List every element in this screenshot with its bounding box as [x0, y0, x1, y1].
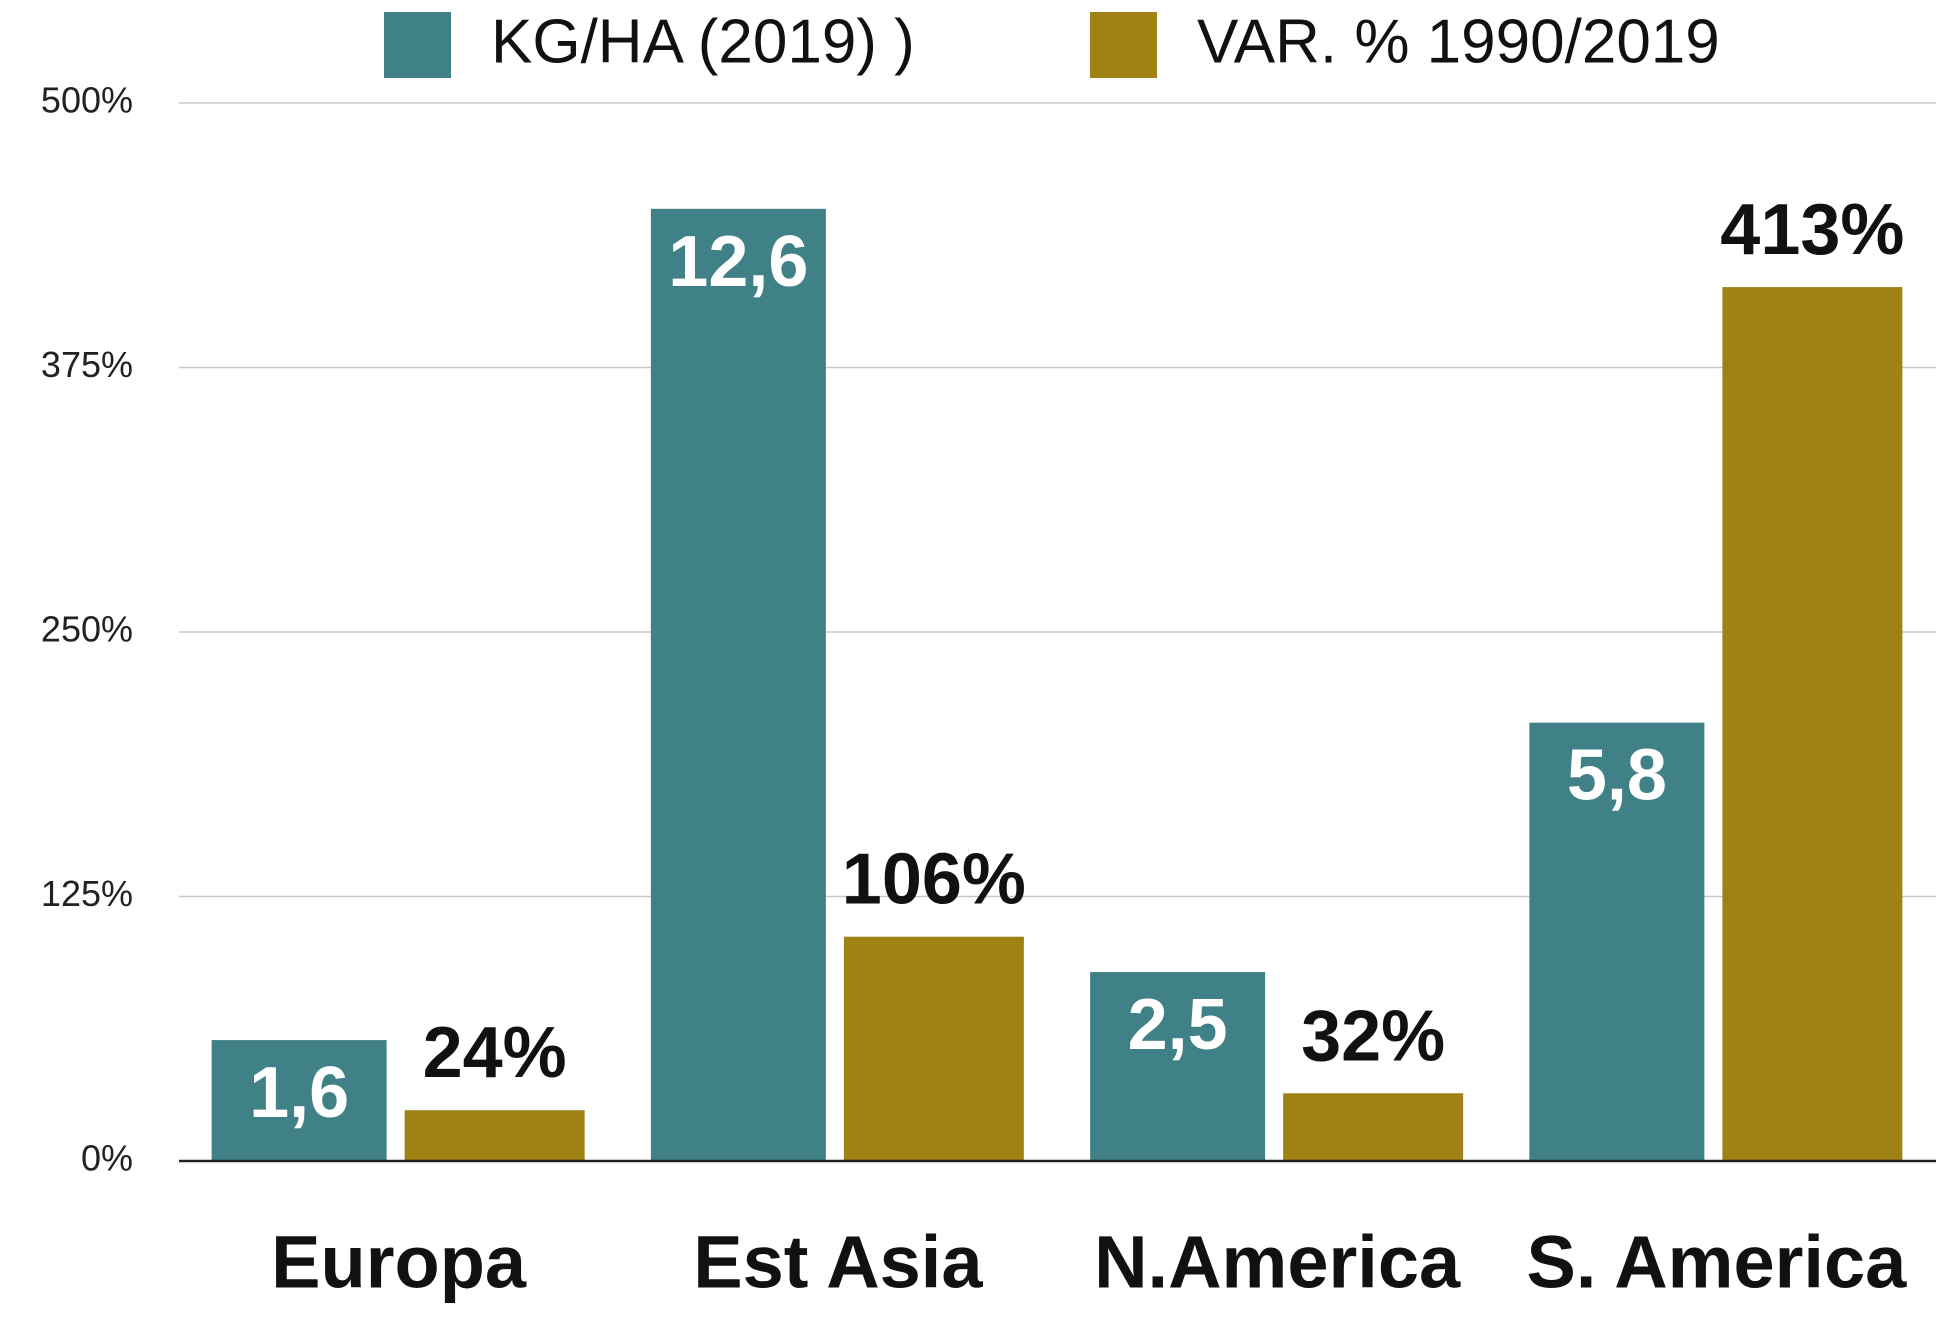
y-tick-label: 125%	[41, 873, 133, 914]
value-label: 32%	[1301, 996, 1445, 1076]
legend-swatch	[384, 12, 451, 78]
bar	[211, 1040, 387, 1161]
y-tick-label: 500%	[41, 80, 133, 121]
x-tick-label: S. America	[1526, 1221, 1907, 1304]
x-tick-label: N.America	[1094, 1221, 1461, 1304]
value-label: 413%	[1720, 190, 1904, 270]
value-label: 2,5	[1128, 985, 1228, 1065]
legend-label: VAR. % 1990/2019	[1197, 7, 1720, 76]
bar	[1722, 287, 1903, 1161]
value-label: 106%	[842, 840, 1026, 920]
y-tick-label: 250%	[41, 609, 133, 650]
bar	[650, 208, 826, 1162]
value-label: 1,6	[249, 1053, 349, 1133]
value-label: 12,6	[668, 222, 808, 302]
x-tick-label: Est Asia	[693, 1221, 983, 1304]
legend-swatch	[1090, 12, 1157, 78]
x-tick-label: Europa	[271, 1221, 527, 1304]
y-tick-label: 375%	[41, 344, 133, 385]
legend-label: KG/HA (2019) )	[491, 7, 915, 76]
value-label: 24%	[423, 1013, 567, 1093]
y-tick-label: 0%	[81, 1138, 133, 1179]
bar	[1529, 722, 1705, 1161]
bar	[843, 936, 1024, 1161]
value-label: 5,8	[1567, 736, 1667, 816]
bar	[1283, 1093, 1464, 1161]
bar	[1090, 972, 1266, 1161]
bar	[404, 1110, 585, 1161]
